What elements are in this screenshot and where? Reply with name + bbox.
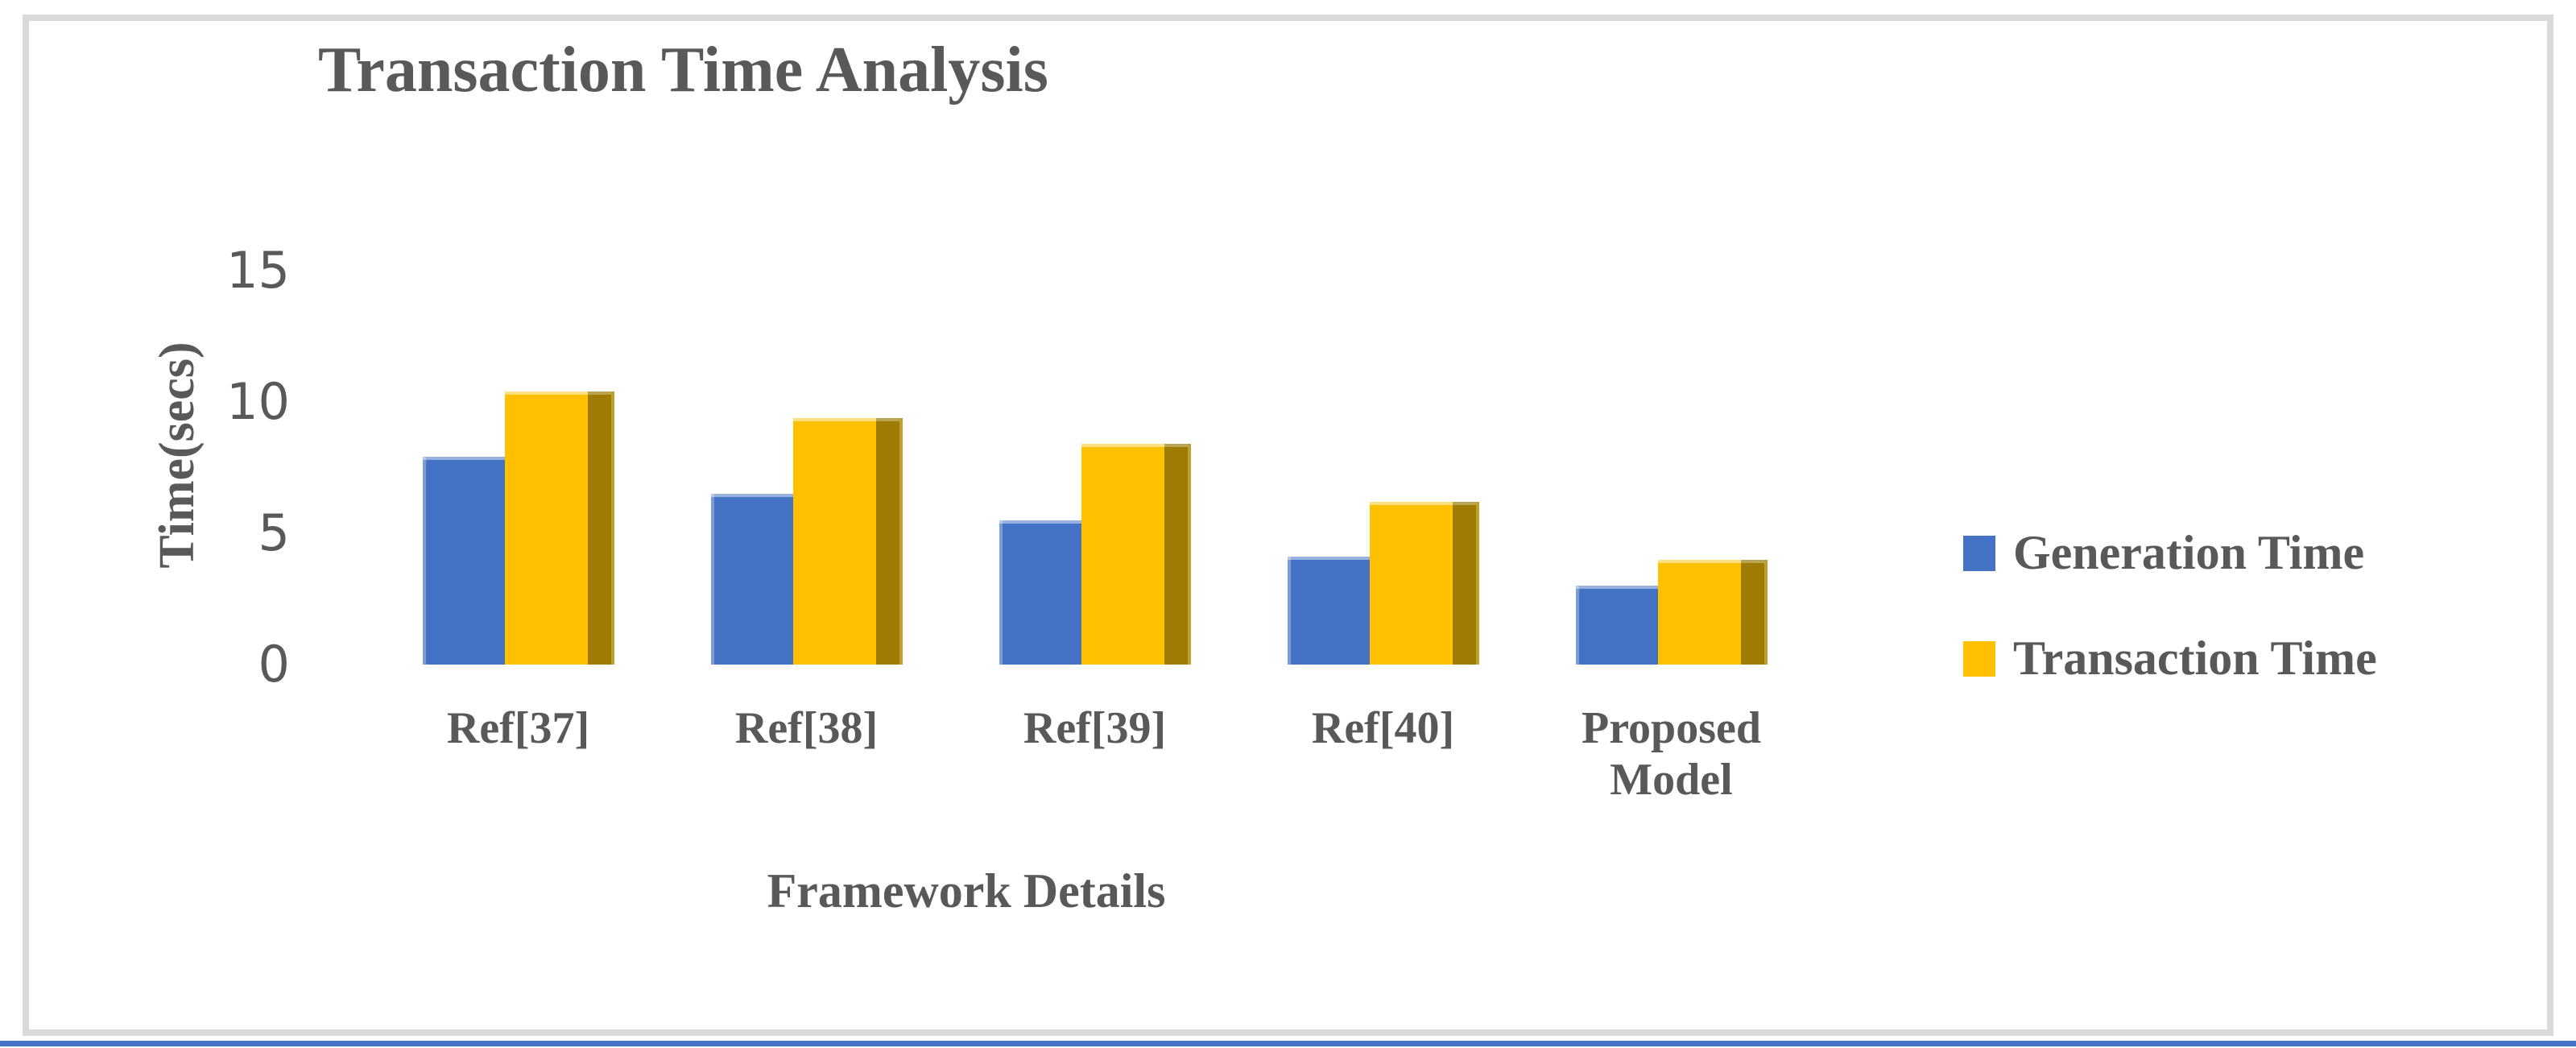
legend-item-transaction-time: Transaction Time bbox=[1963, 631, 2377, 686]
legend-label-transaction-time: Transaction Time bbox=[2013, 632, 2377, 685]
bar-generation-Proposed Model bbox=[1576, 586, 1658, 665]
legend-swatch-generation-time-icon bbox=[1963, 535, 1995, 571]
bar-transaction-side-shadow-Ref[38] bbox=[876, 417, 903, 665]
bar-transaction-Ref[38] bbox=[793, 417, 876, 665]
bar-transaction-Ref[39] bbox=[1081, 444, 1164, 665]
y-tick-label-15: 15 bbox=[226, 241, 290, 300]
y-tick-label-0: 0 bbox=[258, 635, 290, 694]
x-category-label-Ref[39]: Ref[39] bbox=[1023, 703, 1167, 753]
x-category-label-Ref[37]: Ref[37] bbox=[446, 703, 590, 753]
bar-transaction-side-shadow-Ref[37] bbox=[588, 391, 614, 665]
y-tick-label-5: 5 bbox=[258, 503, 290, 562]
bar-transaction-Ref[37] bbox=[505, 391, 588, 665]
legend-swatch-transaction-time-icon bbox=[1963, 640, 1995, 677]
bar-generation-Ref[37] bbox=[423, 457, 505, 665]
bar-generation-Ref[40] bbox=[1288, 557, 1370, 665]
x-category-label-Ref[40]: Ref[40] bbox=[1311, 703, 1455, 753]
legend-label-generation-time: Generation Time bbox=[2013, 526, 2365, 579]
x-category-label-Ref[38]: Ref[38] bbox=[734, 703, 879, 753]
bar-transaction-Ref[40] bbox=[1370, 501, 1453, 665]
bar-transaction-side-shadow-Proposed Model bbox=[1741, 559, 1768, 665]
y-tick-label-10: 10 bbox=[226, 372, 290, 431]
chart-title: Transaction Time Analysis bbox=[318, 35, 1048, 106]
bottom-accent-line bbox=[0, 1041, 2576, 1046]
x-axis-title: Framework Details bbox=[767, 864, 1166, 918]
bar-generation-Ref[38] bbox=[711, 494, 793, 665]
legend-item-generation-time: Generation Time bbox=[1963, 525, 2364, 581]
bar-transaction-Proposed Model bbox=[1658, 559, 1741, 665]
bar-transaction-side-shadow-Ref[39] bbox=[1164, 444, 1191, 665]
bar-generation-Ref[39] bbox=[999, 520, 1081, 665]
bar-transaction-side-shadow-Ref[40] bbox=[1453, 501, 1479, 665]
x-category-label-Proposed Model: Proposed Model bbox=[1582, 703, 1761, 805]
